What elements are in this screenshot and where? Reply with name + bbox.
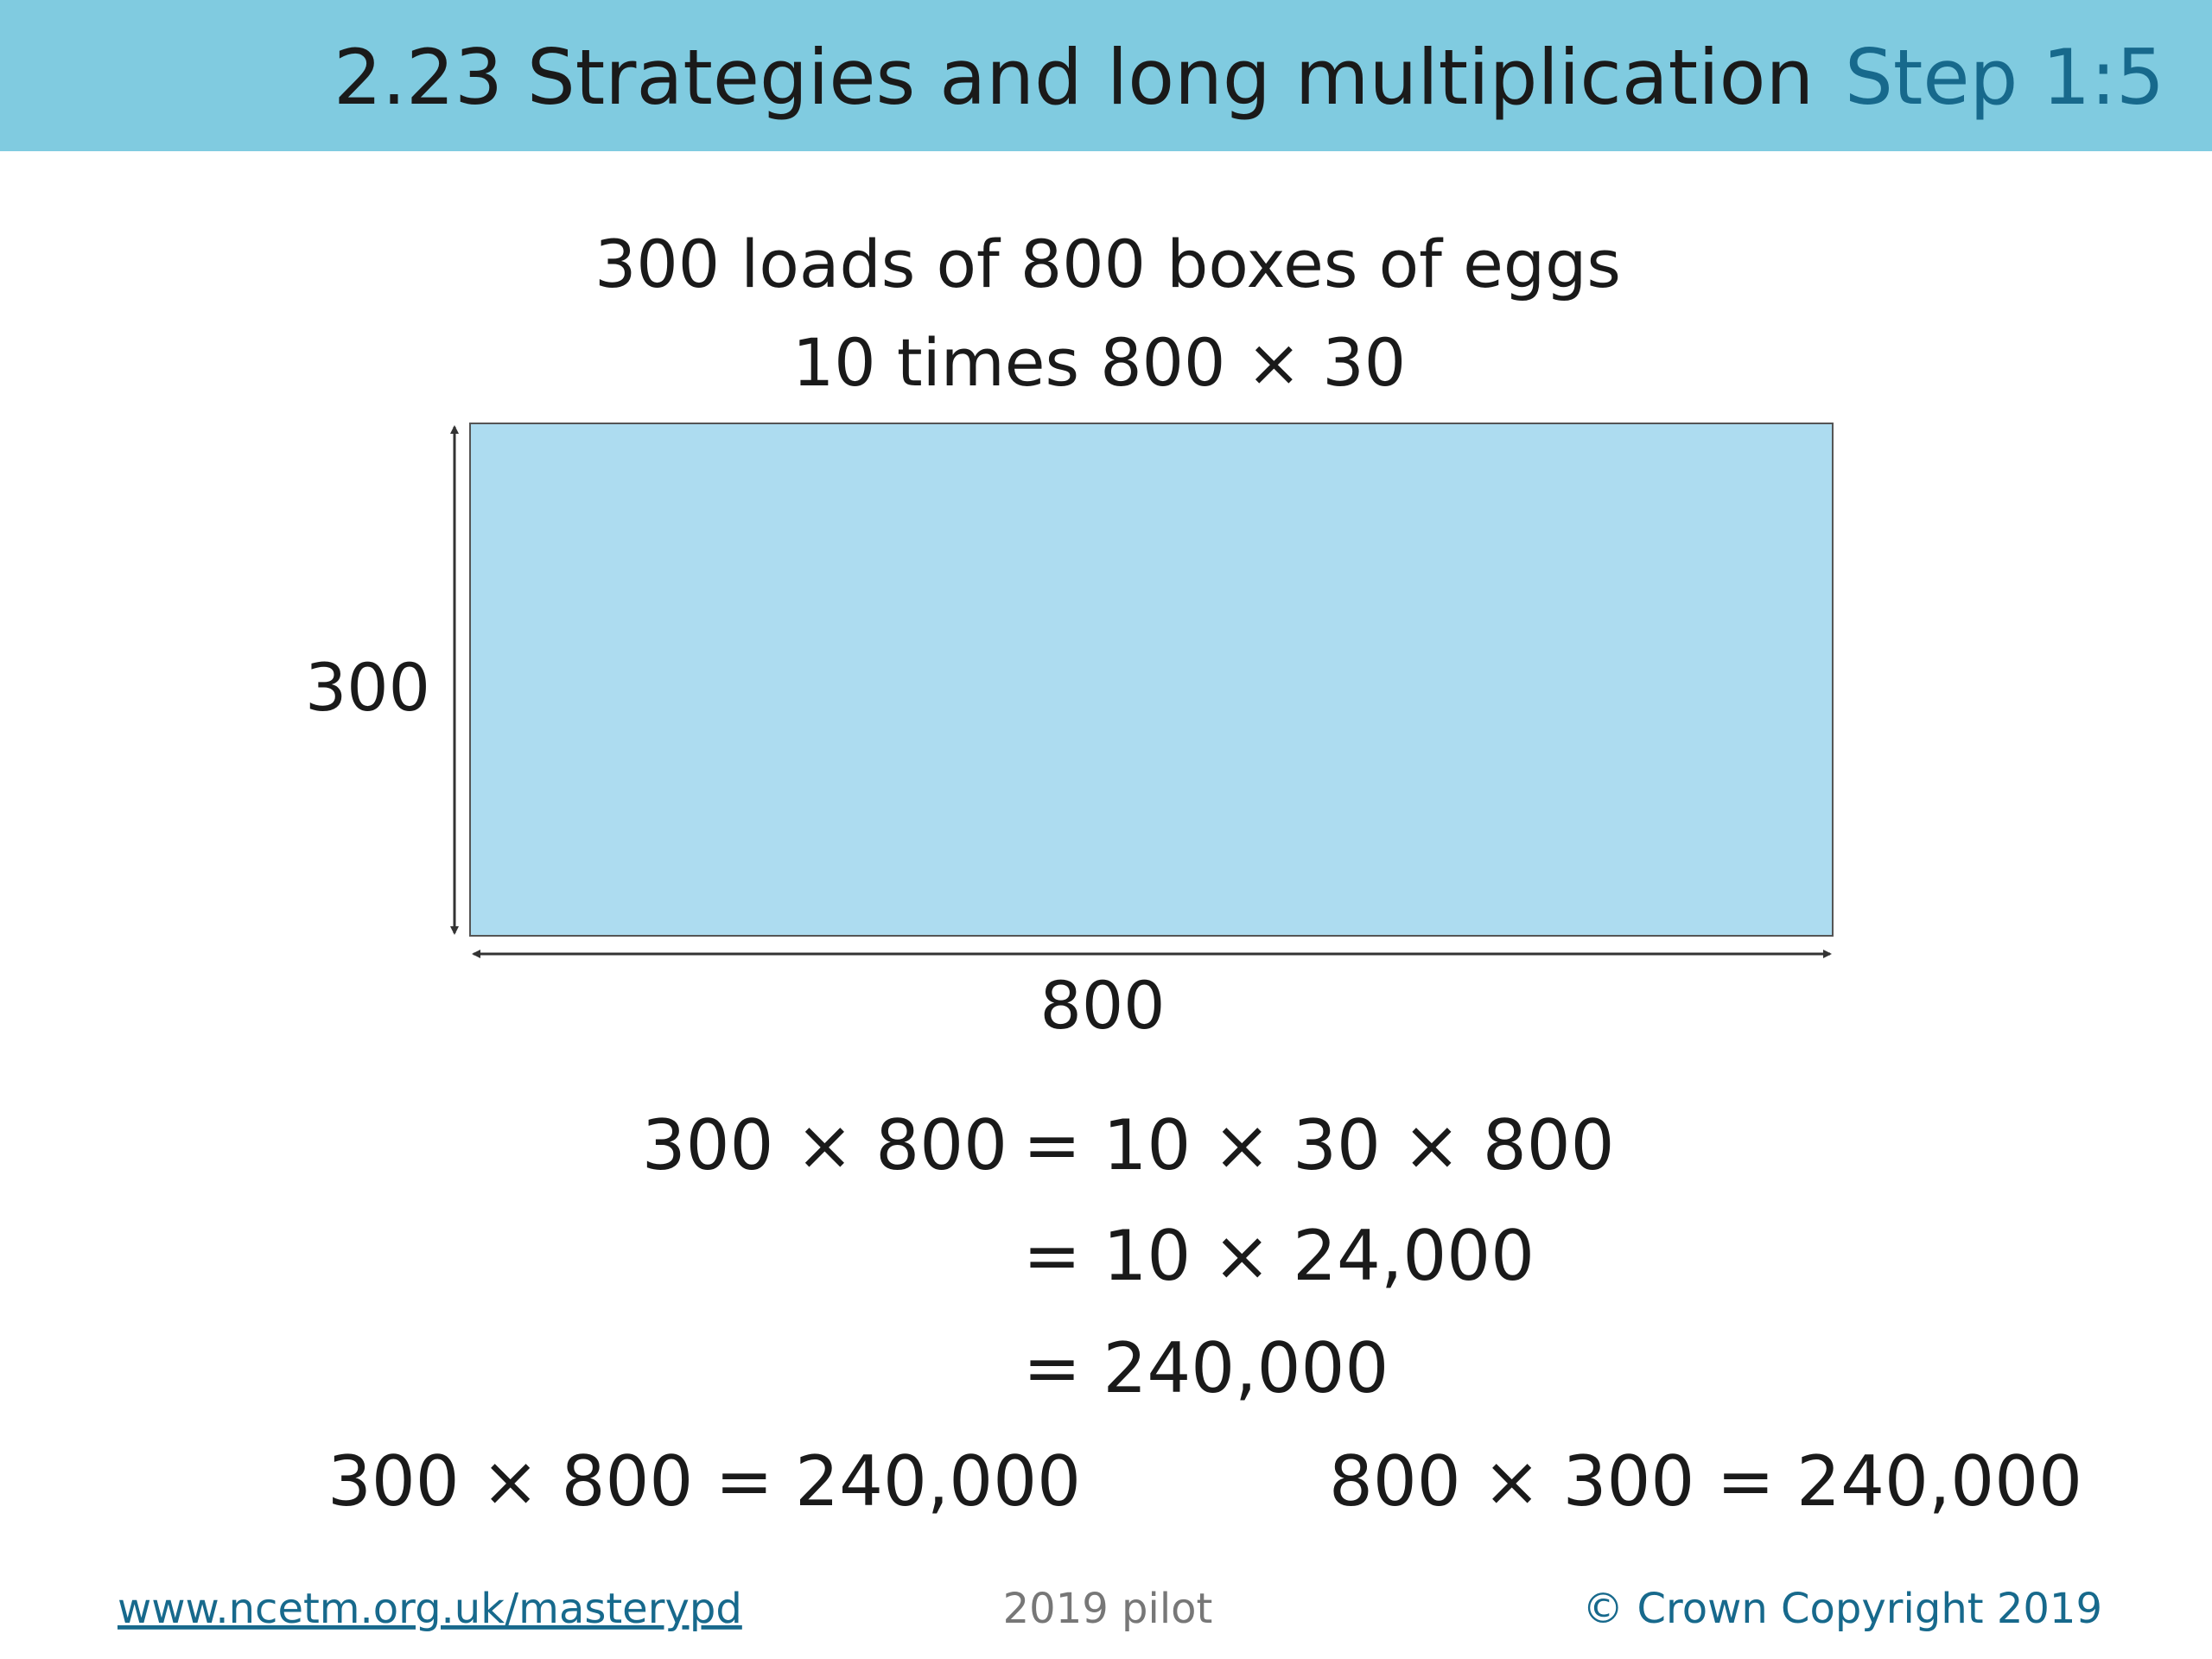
equation-line: = 240,000 bbox=[1023, 1328, 1389, 1408]
footer-edition: 2019 pilot bbox=[1003, 1585, 1213, 1633]
height-label: 300 bbox=[305, 649, 430, 726]
footer-copyright: © Crown Copyright 2019 bbox=[1582, 1585, 2102, 1633]
problem-line: 10 times 800 × 30 bbox=[792, 324, 1406, 401]
slide-title: 2.23 Strategies and long multiplication bbox=[334, 33, 1814, 122]
problem-line: 300 loads of 800 boxes of eggs bbox=[594, 226, 1621, 302]
footer-link[interactable]: www.ncetm.org.uk/masterypd bbox=[118, 1585, 742, 1633]
width-label: 800 bbox=[1039, 967, 1165, 1044]
result: 800 × 300 = 240,000 bbox=[1329, 1441, 2082, 1522]
area-rectangle bbox=[469, 423, 1834, 937]
step-label: Step 1:5 bbox=[1845, 33, 2164, 122]
equation-line: = 10 × 24,000 bbox=[1023, 1216, 1535, 1296]
equation-line: = 10 × 30 × 800 bbox=[1023, 1105, 1615, 1185]
result: 300 × 800 = 240,000 bbox=[327, 1441, 1081, 1522]
equation-lhs: 300 × 800 bbox=[642, 1105, 1007, 1185]
header-bar bbox=[0, 0, 2212, 151]
